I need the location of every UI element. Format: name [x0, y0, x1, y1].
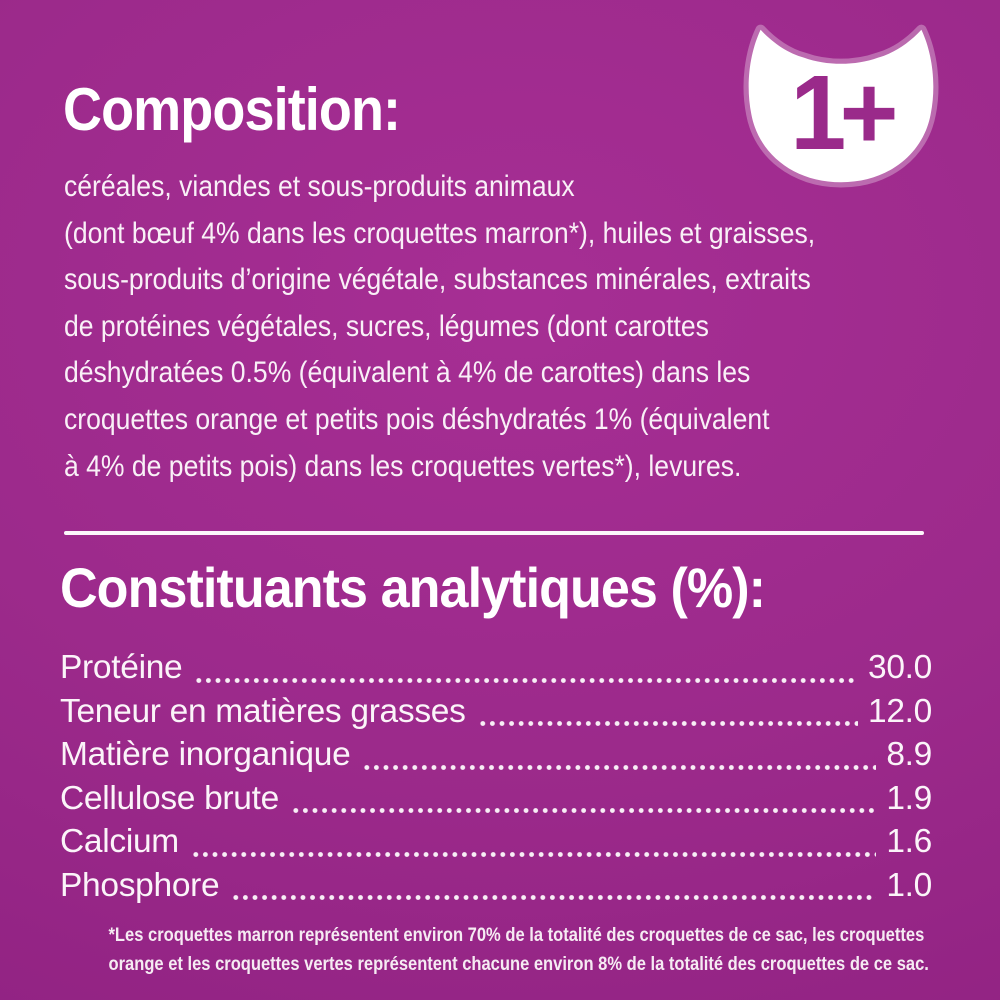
composition-line: déshydratées 0.5% (équivalent à 4% de ca…	[64, 356, 751, 390]
analytics-row-label: Matière inorganique	[60, 736, 351, 773]
analytics-row-value: 1.0	[886, 866, 932, 904]
analytics-table: Protéine 30.0 Teneur en matières grasses…	[60, 646, 932, 907]
composition-line: (dont bœuf 4% dans les croquettes marron…	[64, 216, 816, 250]
footnote: *Les croquettes marron représentent envi…	[50, 922, 950, 979]
analytics-row-value: 1.9	[886, 779, 932, 817]
composition-title: Composition:	[63, 76, 401, 143]
analytics-row: Teneur en matières grasses 12.0	[60, 690, 932, 734]
composition-text: céréales, viandes et sous-produits anima…	[64, 164, 964, 490]
analytics-row-value: 8.9	[886, 736, 932, 773]
age-badge: 1+	[740, 20, 942, 190]
analytics-row-value: 30.0	[867, 649, 932, 686]
analytics-row: Calcium 1.6	[60, 820, 932, 864]
dotted-leader	[362, 763, 877, 771]
dotted-leader	[190, 850, 877, 858]
age-badge-label: 1+	[790, 53, 898, 172]
composition-line: sous-produits d’origine végétale, substa…	[64, 263, 811, 297]
analytics-row-label: Protéine	[60, 649, 183, 686]
composition-line: croquettes orange et petits pois déshydr…	[64, 402, 770, 436]
footnote-line: *Les croquettes marron représentent envi…	[108, 925, 925, 946]
analytics-row-label: Phosphore	[60, 866, 220, 904]
dotted-leader	[194, 676, 858, 684]
dotted-leader	[290, 807, 877, 814]
analytics-title: Constituants analytiques (%):	[60, 556, 766, 619]
analytics-row: Cellulose brute 1.9	[60, 777, 932, 821]
analytics-row: Matière inorganique 8.9	[60, 733, 932, 777]
section-divider	[64, 531, 924, 535]
dotted-leader	[231, 894, 877, 901]
analytics-row: Protéine 30.0	[60, 646, 932, 690]
analytics-row-label: Calcium	[60, 823, 179, 860]
analytics-row: Phosphore 1.0	[60, 864, 932, 908]
composition-line: céréales, viandes et sous-produits anima…	[64, 170, 575, 203]
cat-head-icon	[743, 24, 939, 188]
composition-line: à 4% de petits pois) dans les croquettes…	[64, 449, 742, 483]
analytics-row-value: 1.6	[886, 823, 932, 860]
composition-line: de protéines végétales, sucres, légumes …	[64, 309, 709, 343]
dotted-leader	[477, 720, 858, 727]
footnote-line: orange et les croquettes vertes représen…	[108, 953, 929, 975]
analytics-row-value: 12.0	[867, 692, 932, 730]
analytics-row-label: Teneur en matières grasses	[60, 692, 466, 730]
analytics-row-label: Cellulose brute	[60, 779, 279, 817]
